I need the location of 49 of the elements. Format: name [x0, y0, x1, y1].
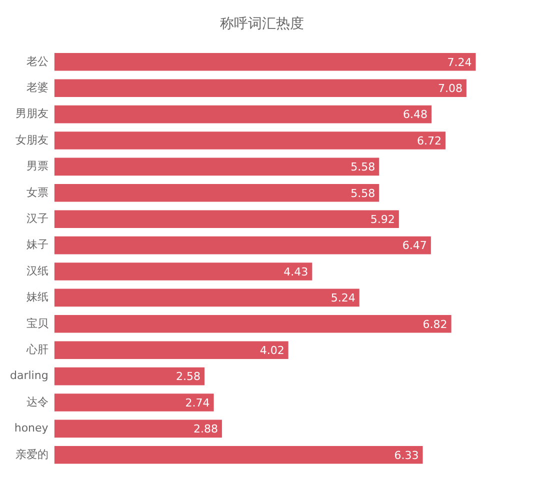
data-label: 2.88 [193, 422, 218, 436]
chart-title: 称呼词汇热度 [220, 16, 304, 32]
data-label: 4.02 [260, 344, 284, 357]
y-tick-label: 亲爱的 [15, 448, 48, 461]
y-tick-label: 汉纸 [26, 264, 48, 278]
y-tick-label: 妹子 [26, 238, 48, 252]
data-label: 5.92 [370, 212, 395, 226]
data-label: 6.72 [416, 134, 442, 148]
y-tick-label: 女票 [26, 186, 48, 199]
data-label: 5.58 [350, 160, 376, 174]
bar [54, 288, 360, 307]
bar [54, 446, 423, 464]
y-tick-label: 女朋友 [15, 133, 48, 146]
y-tick-label: 达令 [26, 395, 48, 408]
bar [54, 420, 222, 438]
y-tick-label: 汉子 [26, 212, 48, 225]
bar [54, 105, 432, 124]
data-label: 6.33 [394, 448, 419, 462]
bar [54, 236, 431, 254]
data-label: 6.48 [403, 108, 428, 122]
data-label: 5.24 [330, 292, 356, 305]
data-label: 2.74 [185, 396, 210, 410]
data-label: 7.24 [447, 56, 472, 69]
bar [54, 158, 380, 176]
bar [54, 341, 288, 360]
bar [54, 394, 214, 412]
data-label: 7.08 [438, 82, 462, 95]
bar [54, 132, 446, 150]
y-tick-label: 宝贝 [26, 316, 48, 330]
bar [54, 52, 476, 71]
y-tick-label: 老婆 [26, 80, 48, 94]
y-tick-label: 男朋友 [15, 107, 48, 120]
bar [54, 314, 452, 333]
data-label: 6.47 [402, 239, 427, 252]
y-tick-label: 心肝 [25, 342, 48, 356]
y-tick-label: 男票 [26, 160, 48, 173]
bar [54, 367, 204, 386]
y-tick-label: 妹纸 [26, 290, 48, 304]
y-tick-label: darling [10, 369, 48, 382]
data-label: 6.82 [422, 318, 448, 331]
data-label: 2.58 [176, 370, 200, 384]
data-label: 4.43 [284, 265, 308, 278]
y-tick-label: honey [14, 422, 49, 435]
bar [54, 262, 312, 280]
bar [54, 79, 466, 98]
data-label: 5.58 [350, 186, 376, 200]
y-tick-label: 老公 [26, 54, 48, 68]
bar [54, 210, 399, 228]
bar [54, 184, 380, 202]
